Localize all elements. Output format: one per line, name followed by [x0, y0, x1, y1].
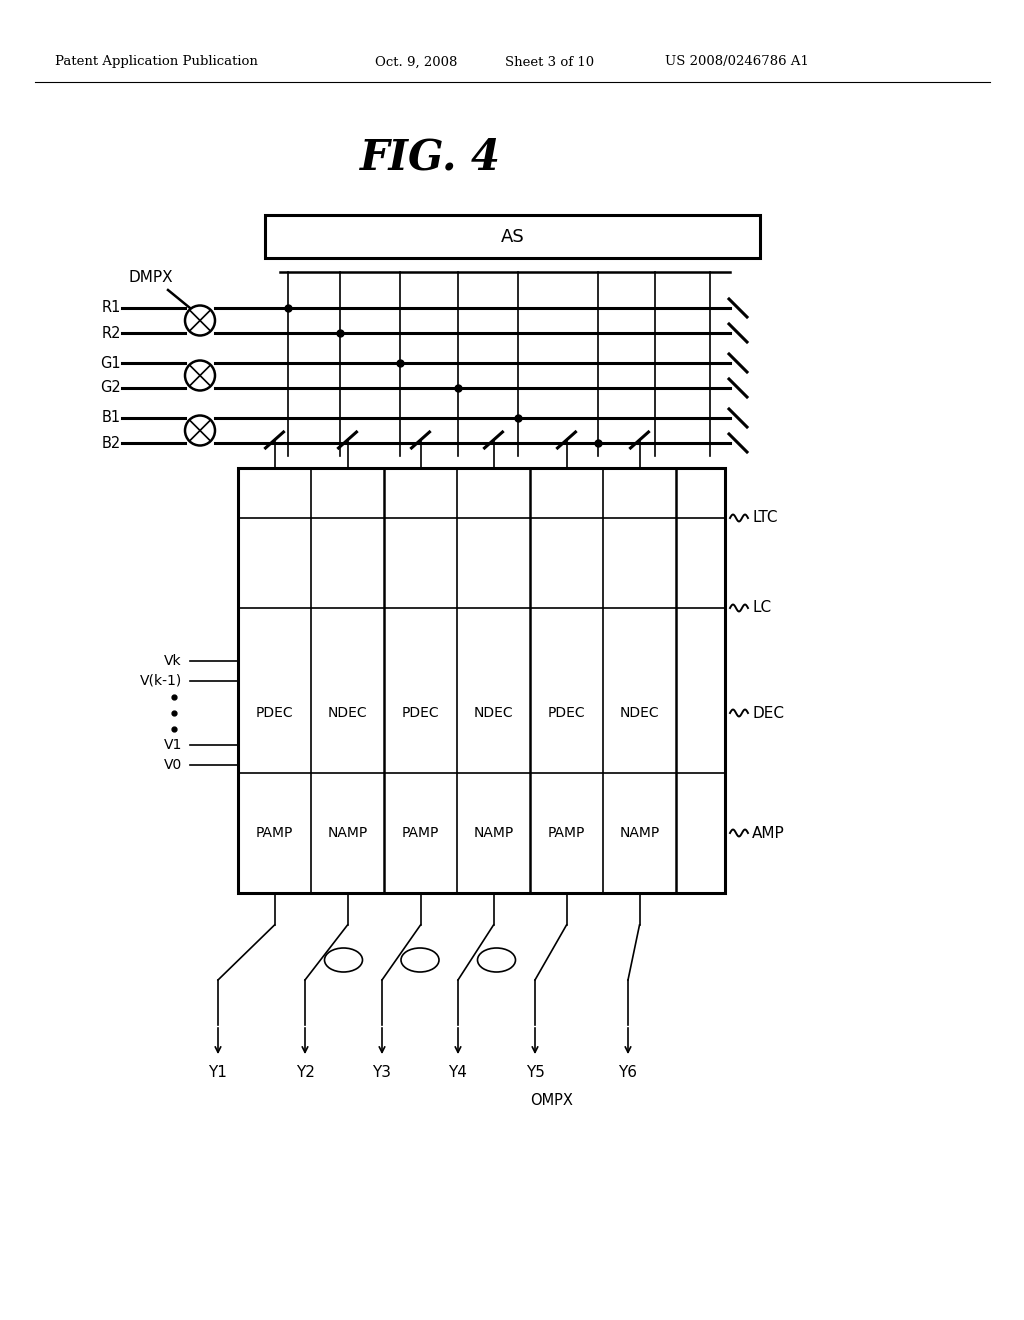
Text: NAMP: NAMP — [473, 826, 514, 840]
Bar — [265, 215, 760, 257]
Text: Y1: Y1 — [209, 1065, 227, 1080]
Text: V0: V0 — [164, 758, 182, 772]
Text: PAMP: PAMP — [401, 826, 439, 840]
Text: Oct. 9, 2008: Oct. 9, 2008 — [375, 55, 458, 69]
Text: PDEC: PDEC — [548, 706, 586, 719]
Text: NDEC: NDEC — [474, 706, 513, 719]
Text: LC: LC — [752, 601, 771, 615]
Text: NAMP: NAMP — [328, 826, 368, 840]
Text: DEC: DEC — [752, 705, 784, 721]
Text: DMPX: DMPX — [128, 271, 173, 285]
Text: AS: AS — [501, 227, 524, 246]
Text: G1: G1 — [100, 355, 121, 371]
Text: B1: B1 — [101, 411, 121, 425]
Text: Y4: Y4 — [449, 1065, 467, 1080]
Text: Y6: Y6 — [618, 1065, 638, 1080]
Text: V1: V1 — [164, 738, 182, 752]
Text: PDEC: PDEC — [256, 706, 293, 719]
Text: Y3: Y3 — [373, 1065, 391, 1080]
Text: Vk: Vk — [165, 653, 182, 668]
Text: AMP: AMP — [752, 825, 784, 841]
Text: Y5: Y5 — [525, 1065, 545, 1080]
Text: R2: R2 — [101, 326, 121, 341]
Text: NDEC: NDEC — [620, 706, 659, 719]
Text: OMPX: OMPX — [530, 1093, 572, 1107]
Text: PDEC: PDEC — [401, 706, 439, 719]
Text: B2: B2 — [101, 436, 121, 450]
Text: R1: R1 — [101, 301, 121, 315]
Text: US 2008/0246786 A1: US 2008/0246786 A1 — [665, 55, 809, 69]
Text: NDEC: NDEC — [328, 706, 368, 719]
Text: NAMP: NAMP — [620, 826, 659, 840]
Text: G2: G2 — [100, 380, 121, 396]
Bar — [238, 469, 725, 894]
Text: PAMP: PAMP — [256, 826, 293, 840]
Text: Y2: Y2 — [296, 1065, 314, 1080]
Text: V(k-1): V(k-1) — [139, 675, 182, 688]
Text: FIG. 4: FIG. 4 — [359, 137, 501, 180]
Text: LTC: LTC — [752, 511, 777, 525]
Text: Sheet 3 of 10: Sheet 3 of 10 — [505, 55, 594, 69]
Text: PAMP: PAMP — [548, 826, 585, 840]
Text: Patent Application Publication: Patent Application Publication — [55, 55, 258, 69]
